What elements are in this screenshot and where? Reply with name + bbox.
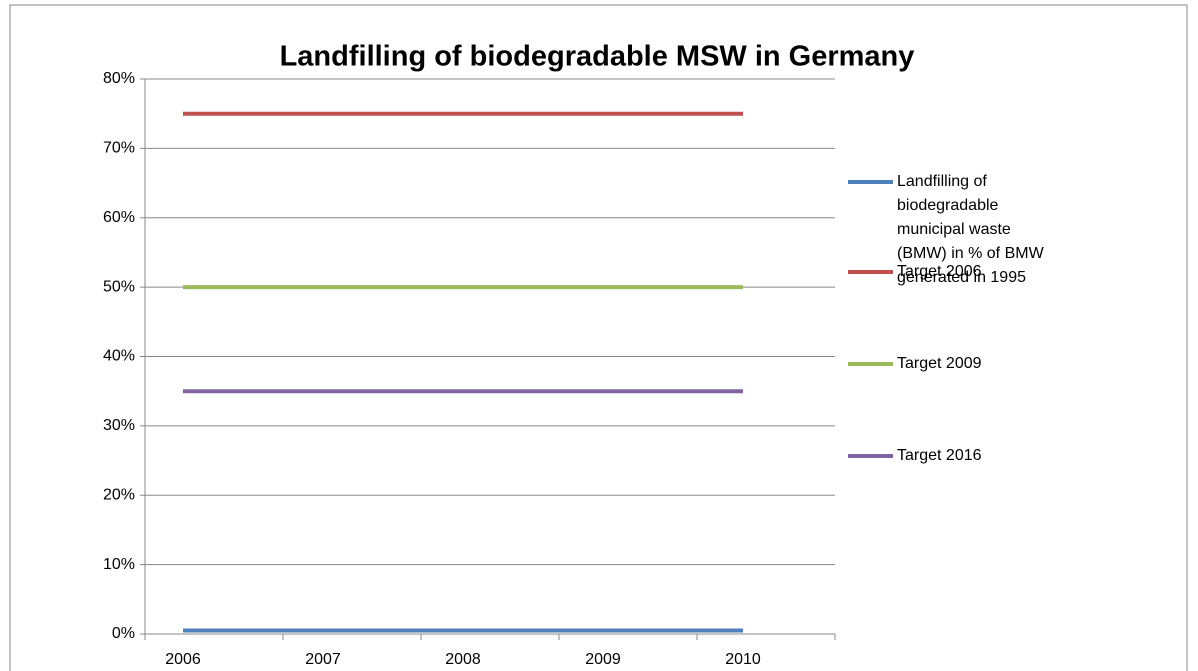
- chart-title: Landfilling of biodegradable MSW in Germ…: [280, 41, 915, 73]
- y-tick-label: 50%: [103, 278, 135, 295]
- y-tick-label: 10%: [103, 556, 135, 573]
- chart-border: [9, 4, 1188, 671]
- legend-label: Landfilling of biodegradable municipal w…: [897, 173, 1044, 286]
- x-tick-label: 2010: [725, 651, 761, 668]
- legend-label: Target 2006: [897, 263, 982, 280]
- y-tick-label: 40%: [103, 348, 135, 365]
- legend-label: Target 2009: [897, 355, 982, 372]
- y-tick-label: 80%: [103, 70, 135, 87]
- y-tick-label: 70%: [103, 140, 135, 157]
- x-tick-label: 2009: [585, 651, 621, 668]
- y-tick-label: 0%: [112, 625, 135, 642]
- x-tick-label: 2008: [445, 651, 481, 668]
- x-tick-label: 2007: [305, 651, 341, 668]
- legend-label: Target 2016: [897, 447, 982, 464]
- y-tick-label: 30%: [103, 417, 135, 434]
- y-tick-label: 60%: [103, 209, 135, 226]
- x-tick-label: 2006: [165, 651, 201, 668]
- y-tick-label: 20%: [103, 486, 135, 503]
